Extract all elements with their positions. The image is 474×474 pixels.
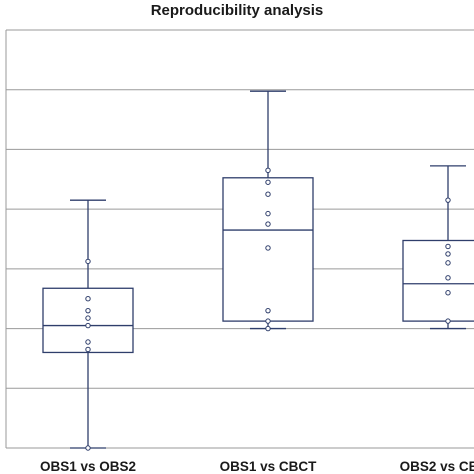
box-series [42, 90, 474, 451]
data-point [85, 296, 91, 302]
data-point [85, 315, 91, 321]
data-point [445, 197, 451, 203]
data-point [445, 290, 451, 296]
data-point [265, 179, 271, 185]
data-point [445, 318, 451, 324]
data-point [265, 307, 271, 314]
category-label: OBS1 vs CBCT [220, 459, 318, 474]
category-labels: OBS1 vs OBS2 OBS1 vs CBCT OBS2 vs CBCT [40, 459, 474, 474]
box-group [402, 165, 474, 330]
data-point [85, 322, 91, 329]
data-point [265, 191, 271, 197]
data-point [85, 258, 91, 265]
data-point [85, 339, 91, 345]
box-group [42, 199, 134, 451]
data-point [445, 251, 451, 257]
chart-title: Reproducibility analysis [150, 2, 324, 19]
data-point [445, 275, 451, 281]
data-point [85, 346, 91, 353]
data-point [85, 307, 91, 314]
data-point [85, 445, 91, 451]
data-point [265, 167, 271, 174]
box-group [222, 90, 314, 332]
data-point [265, 245, 271, 251]
data-point [445, 243, 451, 250]
data-point [265, 318, 271, 324]
iqr-box [402, 239, 474, 322]
category-label: OBS2 vs CBCT [400, 459, 474, 474]
data-point [265, 325, 271, 332]
data-point [265, 210, 271, 217]
category-label: OBS1 vs OBS2 [40, 459, 136, 474]
data-point [265, 221, 271, 227]
data-point [445, 260, 451, 266]
